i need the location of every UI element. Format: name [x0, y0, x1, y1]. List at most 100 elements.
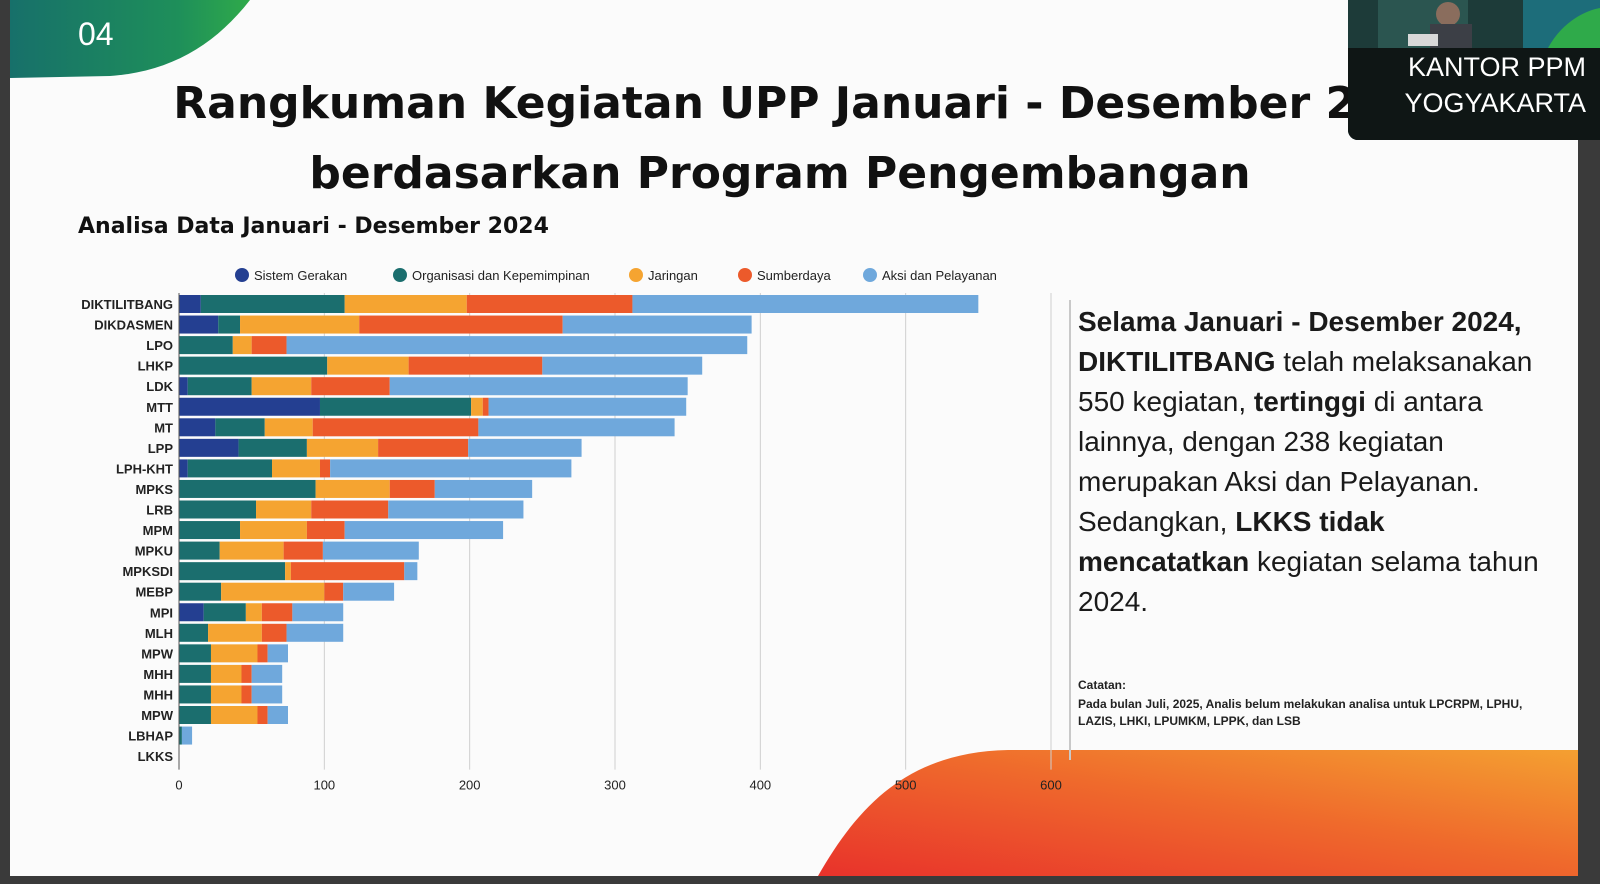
slide-title-line1: Rangkuman Kegiatan UPP Januari - Desembe…	[173, 78, 1387, 129]
bar-segment	[218, 315, 241, 334]
bar-segment	[221, 582, 325, 601]
bar-segment	[389, 377, 688, 396]
y-category-label: LPP	[148, 441, 174, 456]
bar-segment	[251, 336, 287, 355]
y-category-label: DIKTILITBANG	[81, 297, 173, 312]
y-category-label: LPO	[146, 338, 173, 353]
y-category-label: LKKS	[138, 749, 174, 764]
legend-marker	[629, 268, 643, 282]
bar-segment	[241, 685, 252, 704]
bar-segment	[319, 397, 472, 416]
bar-segment	[344, 295, 467, 313]
y-category-label: MPW	[141, 646, 174, 661]
x-tick-label: 200	[459, 778, 481, 793]
bar-segment	[179, 726, 182, 745]
x-tick-label: 0	[175, 778, 182, 793]
vertical-divider	[1069, 300, 1071, 760]
bar-segment	[311, 377, 390, 396]
y-category-label: MPI	[150, 605, 173, 620]
y-category-label: LHKP	[138, 359, 174, 374]
bar-segment	[478, 418, 675, 437]
bottom-wave-decoration	[818, 750, 1578, 876]
bar-segment	[261, 603, 293, 622]
bar-segment	[286, 336, 748, 355]
y-category-label: MLH	[145, 626, 173, 641]
bar-segment	[179, 295, 201, 313]
bar-segment	[238, 438, 307, 457]
bar-segment	[251, 664, 283, 683]
bar-segment	[179, 356, 328, 375]
bar-segment	[179, 479, 316, 498]
legend-marker	[235, 268, 249, 282]
legend-label: Jaringan	[648, 268, 698, 283]
bar-segment	[179, 706, 211, 724]
corner-tab-decoration	[10, 0, 250, 78]
bar-segment	[179, 644, 211, 663]
bar-segment	[203, 603, 246, 622]
bar-segment	[315, 479, 390, 498]
bar-segment	[306, 438, 379, 457]
bar-segment	[210, 706, 258, 724]
bar-segment	[330, 459, 572, 478]
legend-marker	[738, 268, 752, 282]
legend-label: Aksi dan Pelayanan	[882, 268, 997, 283]
bar-segment	[187, 377, 252, 396]
bar-segment	[208, 623, 262, 642]
bar-segment	[215, 418, 265, 437]
bar-segment	[179, 603, 204, 622]
y-category-label: LRB	[146, 503, 173, 518]
y-category-label: MPM	[143, 523, 173, 538]
slide-title-line2: berdasarkan Program Pengembangan	[309, 148, 1251, 199]
bar-segment	[219, 541, 284, 560]
bar-segment	[482, 397, 489, 416]
bar-segment	[632, 295, 979, 313]
slide: 04 Rangkuman Kegiatan UPP Januari - Dese…	[10, 0, 1578, 876]
y-category-label: MHH	[143, 687, 173, 702]
bar-segment	[241, 664, 252, 683]
participant-video-feed	[1348, 0, 1600, 140]
bar-segment	[179, 315, 219, 334]
y-category-label: MPKSDI	[122, 564, 173, 579]
bar-segment	[434, 479, 533, 498]
y-category-label: MTT	[146, 400, 173, 415]
bar-segment	[290, 562, 405, 581]
summary-highlight-2: tertinggi	[1253, 386, 1366, 417]
bar-segment	[542, 356, 703, 375]
legend-marker	[393, 268, 407, 282]
bar-segment	[210, 664, 242, 683]
bar-segment	[311, 500, 389, 519]
bar-segment	[179, 541, 220, 560]
bar-segment	[267, 706, 288, 724]
note-title: Catatan:	[1078, 678, 1127, 692]
bar-segment	[343, 582, 395, 601]
bar-segment	[179, 336, 233, 355]
bar-segment	[283, 541, 323, 560]
bar-segment	[562, 315, 752, 334]
bar-segment	[187, 459, 273, 478]
legend-label: Organisasi dan Kepemimpinan	[412, 268, 590, 283]
legend-label: Sistem Gerakan	[254, 268, 347, 283]
bar-segment	[179, 438, 239, 457]
bar-segment	[404, 562, 418, 581]
y-category-label: DIKDASMEN	[94, 318, 173, 333]
bar-segment	[179, 418, 216, 437]
bar-segment	[261, 623, 287, 642]
summary-text-4: kegiatan selama tahun 2024.	[1078, 546, 1539, 617]
summary-highlight-1: Selama Januari - Desember 2024, DIKTILIT…	[1078, 306, 1522, 377]
video-participant-tile[interactable]: KANTOR PPM YOGYAKARTA	[1348, 0, 1600, 140]
bar-segment	[179, 685, 211, 704]
bar-segment	[200, 295, 345, 313]
bar-segment	[272, 459, 320, 478]
y-category-label: MHH	[143, 667, 173, 682]
x-tick-label: 300	[604, 778, 626, 793]
bar-segment	[471, 397, 483, 416]
bar-segment	[179, 397, 320, 416]
bar-segment	[179, 562, 286, 581]
x-tick-label: 600	[1040, 778, 1062, 793]
video-label-line1: KANTOR PPM	[1407, 52, 1586, 82]
slide-number: 04	[78, 16, 114, 52]
bar-segment	[319, 459, 331, 478]
bar-segment	[240, 521, 307, 540]
y-category-label: MEBP	[135, 585, 173, 600]
summary-highlight-3: LKKS tidak mencatatkan	[1078, 506, 1385, 577]
